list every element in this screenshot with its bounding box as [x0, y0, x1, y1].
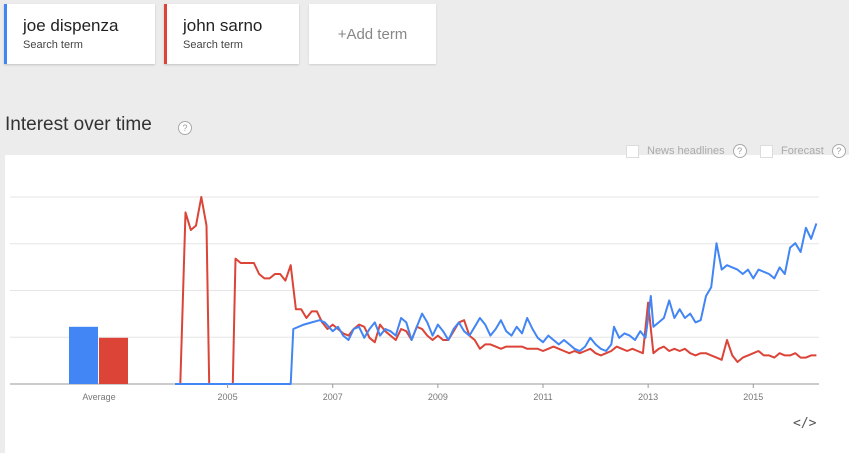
search-term-subtitle: Search term [23, 39, 83, 51]
forecast-option[interactable]: Forecast ? [760, 144, 846, 158]
tick-label: 2007 [323, 392, 343, 402]
add-term-button[interactable]: +Add term [309, 4, 436, 64]
news-headlines-label: News headlines [647, 145, 725, 157]
average-bar [69, 326, 98, 384]
series-line [175, 196, 817, 385]
help-icon[interactable]: ? [178, 121, 192, 135]
news-headlines-checkbox[interactable] [626, 144, 639, 158]
search-term-card-1[interactable]: joe dispenza Search term [4, 4, 155, 64]
forecast-label: Forecast [781, 145, 824, 157]
tick-label: 2015 [743, 392, 763, 402]
tick-label: 2011 [533, 392, 552, 402]
section-title: Interest over time [5, 114, 152, 135]
tick-label: 2005 [218, 392, 238, 402]
average-bar [99, 337, 128, 384]
tick-label: 2009 [428, 392, 448, 402]
help-icon[interactable]: ? [732, 144, 747, 158]
series-line [175, 223, 818, 385]
term-color-bar [164, 4, 167, 64]
search-term-card-2[interactable]: john sarno Search term [164, 4, 299, 64]
search-term-subtitle: Search term [183, 39, 243, 51]
interest-over-time-chart: Average 2005 2007 2009 2011 2013 2015 [10, 196, 819, 402]
search-term-name[interactable]: joe dispenza [23, 16, 119, 35]
term-color-bar [4, 4, 7, 64]
help-icon[interactable]: ? [831, 144, 846, 158]
chart-panel: Average 2005 2007 2009 2011 2013 2015 [5, 155, 849, 453]
search-term-name[interactable]: john sarno [183, 16, 263, 35]
embed-code-icon[interactable]: </> [793, 416, 817, 431]
news-headlines-option[interactable]: News headlines ? [626, 144, 747, 158]
tick-label: Average [82, 392, 115, 402]
forecast-checkbox[interactable] [760, 144, 773, 158]
tick-label: 2013 [638, 392, 658, 402]
